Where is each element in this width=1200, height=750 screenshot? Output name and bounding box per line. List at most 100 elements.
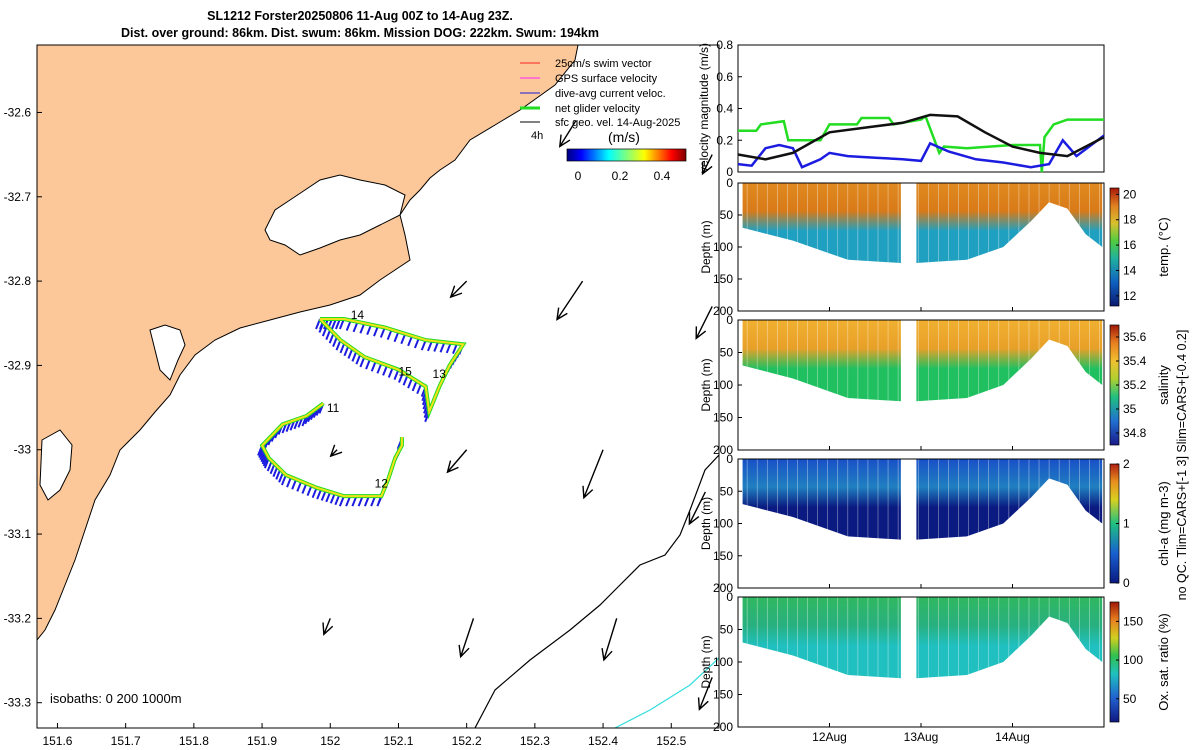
section-y-tick-label: 0 xyxy=(726,590,733,604)
section-y-tick-label: 150 xyxy=(713,411,733,425)
map-y-tick-label: -32.7 xyxy=(4,190,32,204)
section-y-tick-label: 50 xyxy=(720,623,734,637)
glider-track-2 xyxy=(319,318,466,416)
velocity-series-layer xyxy=(737,113,1105,173)
map-x-tick-label: 151.8 xyxy=(179,734,209,748)
geo-velocity-arrow xyxy=(695,306,713,340)
glider-track-layer xyxy=(257,317,467,507)
section-field xyxy=(916,459,1103,540)
day-label: 11 xyxy=(327,401,340,415)
section-y-tick-label: 200 xyxy=(713,720,733,734)
day-label: 14 xyxy=(351,308,365,322)
day-labels: 11 12 13 14 15 xyxy=(327,308,446,491)
geo-velocity-arrow xyxy=(449,280,468,299)
map-colorbar xyxy=(566,148,687,162)
colorbar-tick-label: 16 xyxy=(1123,238,1137,252)
section-y-tick-label: 200 xyxy=(713,581,733,595)
section-field xyxy=(742,459,901,540)
geo-velocity-arrow xyxy=(458,618,475,659)
side-note: no QC. Tlim=CARS+[-1 3] Slim=CARS+[-0.4 … xyxy=(1175,330,1189,601)
legend-swim-vector: 25cm/s swim vector xyxy=(555,58,652,70)
geo-velocity-arrow xyxy=(322,618,334,636)
isobath-200m xyxy=(474,454,719,728)
velocity-series-line xyxy=(737,134,1105,169)
map-x-tick-label: 152 xyxy=(320,734,340,748)
velocity-series-line xyxy=(737,113,1105,161)
section-y-tick-label: 150 xyxy=(713,272,733,286)
colorbar-tick-label: 100 xyxy=(1123,653,1143,667)
legend-current-velocity: dive-avg current veloc. xyxy=(555,88,666,100)
section-y-tick-label: 200 xyxy=(713,304,733,318)
section-y-tick-label: 100 xyxy=(713,655,733,669)
section-y-tick-label: 50 xyxy=(720,346,734,360)
colorbar-tick-label: 14 xyxy=(1123,263,1137,277)
section-ylabel: Depth (m) xyxy=(699,497,713,550)
geo-vector-layer xyxy=(322,120,713,711)
colorbar-tick-label: 35.4 xyxy=(1123,354,1147,368)
map-x-tick-label: 151.9 xyxy=(247,734,277,748)
colorbar-tick-label: 35 xyxy=(1123,402,1137,416)
temperature-section: 0 50 100 150 200 Depth (m) 12 14 16 18 20 temp. (°C… xyxy=(699,176,1171,318)
isobath-note: isobaths: 0 200 1000m xyxy=(50,691,182,706)
section-x-tick-label: 12Aug xyxy=(812,730,847,744)
title-line-2: Dist. over ground: 86km. Dist. swum: 86k… xyxy=(121,26,599,40)
day-label: 15 xyxy=(398,365,412,379)
geo-velocity-arrow xyxy=(697,677,713,711)
section-y-tick-label: 50 xyxy=(720,208,734,222)
colorbar-label: Ox. sat. ratio (%) xyxy=(1156,613,1171,711)
section-field xyxy=(916,183,1103,263)
section-y-tick-label: 50 xyxy=(720,484,734,498)
map-colorbar-tick: 0.2 xyxy=(612,169,629,183)
geo-velocity-arrow xyxy=(688,491,706,526)
map-legend: 25cm/s swim vector GPS surface velocity … xyxy=(520,58,687,183)
map-y-tick-label: -32.6 xyxy=(4,105,32,119)
section-y-tick-label: 0 xyxy=(726,452,733,466)
colorbar-tick-label: 34.8 xyxy=(1123,426,1147,440)
map-y-tick-label: -33 xyxy=(14,443,32,457)
map-y-tick-label: -33.1 xyxy=(4,527,32,541)
salinity-section: 0 50 100 150 200 Depth (m) 34.8 35 35.2 35.4 35.6 s… xyxy=(699,313,1171,457)
section-y-tick-label: 0 xyxy=(726,176,733,190)
isobath-1000m xyxy=(614,657,719,728)
geo-velocity-arrow xyxy=(329,444,343,458)
colorbar-tick-label: 50 xyxy=(1123,692,1137,706)
colorbar-tick-label: 12 xyxy=(1123,289,1137,303)
geo-velocity-arrow xyxy=(446,449,468,474)
section-y-tick-label: 100 xyxy=(713,378,733,392)
map-y-ticks: -32.6 -32.7 -32.8 -32.9 -33 -33.1 -33.2 -33.3 xyxy=(4,105,42,710)
colorbar-tick-label: 20 xyxy=(1123,187,1137,201)
colorbar-tick-label: 1 xyxy=(1123,517,1130,531)
velocity-y-tick-label: 0.4 xyxy=(716,102,733,116)
section-y-tick-label: 150 xyxy=(713,549,733,563)
velocity-y-tick-label: 0.2 xyxy=(716,133,733,147)
glider-track-1 xyxy=(260,402,403,498)
title-line-1: SL1212 Forster20250806 11-Aug 00Z to 14-… xyxy=(207,9,513,23)
colorbar-label: salinity xyxy=(1156,365,1171,405)
map-x-tick-label: 152.2 xyxy=(452,734,482,748)
geo-velocity-arrow xyxy=(582,449,604,500)
section-field xyxy=(742,320,901,402)
velocity-ylabel: velocity magnitude (m/s) xyxy=(697,43,711,173)
section-x-tick-label: 13Aug xyxy=(904,730,939,744)
velocity-panel: 0 0.2 0.4 0.6 0.8 velocity magnitude (m/s) xyxy=(697,38,1105,179)
colorbar-tick-label: 0 xyxy=(1123,576,1130,590)
map-x-tick-label: 152.1 xyxy=(383,734,413,748)
colorbar-tick-label: 35.6 xyxy=(1123,330,1147,344)
section-ylabel: Depth (m) xyxy=(699,635,713,688)
map-x-tick-label: 151.6 xyxy=(42,734,72,748)
coastline-land xyxy=(37,45,579,641)
section-colorbar xyxy=(1109,187,1120,307)
map-colorbar-tick: 0.4 xyxy=(654,169,671,183)
estuary-lake-sw xyxy=(39,429,73,501)
map-x-tick-label: 152.5 xyxy=(656,734,686,748)
map-x-tick-label: 152.4 xyxy=(588,734,618,748)
oxygen-section: 0 50 100 150 200 Depth (m) 50 100 150 Ox. sat. ra… xyxy=(699,590,1171,744)
colorbar-tick-label: 18 xyxy=(1123,213,1137,227)
section-y-tick-label: 200 xyxy=(713,443,733,457)
map-y-tick-label: -33.2 xyxy=(4,611,32,625)
day-label: 13 xyxy=(433,367,447,381)
day-label: 12 xyxy=(375,477,389,491)
map-x-ticks: 151.6 151.7 151.8 151.9 152 152.1 152.2 152.3 15… xyxy=(42,723,687,748)
